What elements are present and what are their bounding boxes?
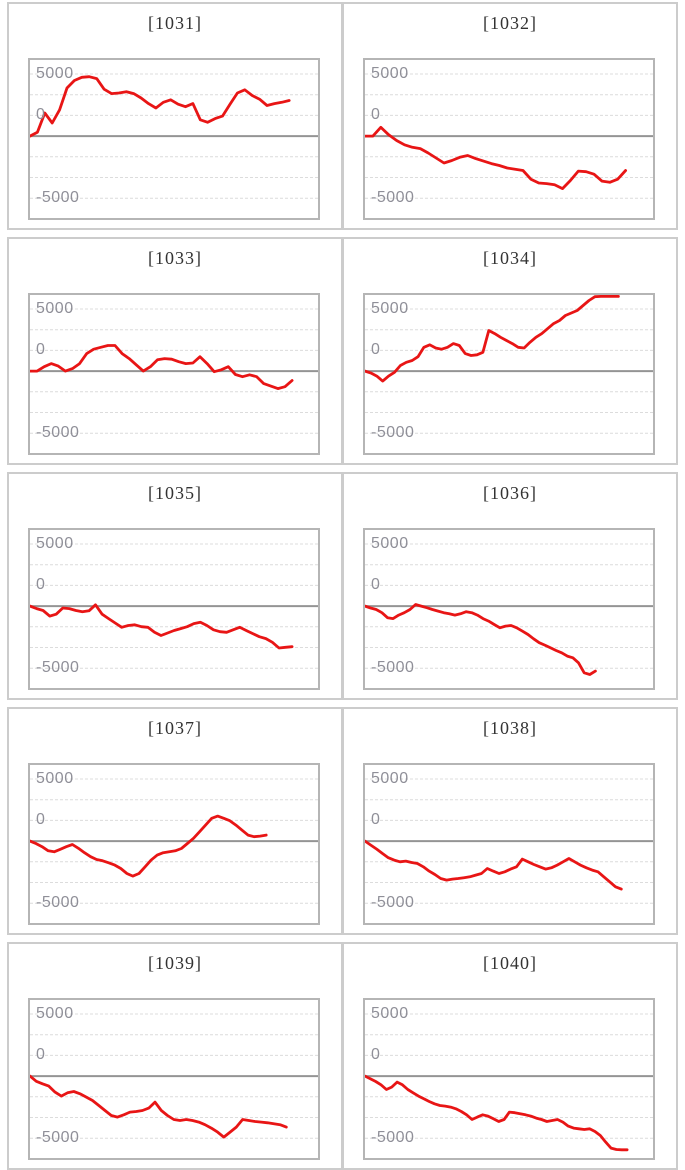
chart-title: [1040] <box>483 953 537 973</box>
plot-area: 5000 0 -5000 <box>363 998 655 1160</box>
y-tick-label-0: 0 <box>371 106 381 123</box>
series-line <box>30 75 291 138</box>
y-tick-label-neg5000: -5000 <box>371 424 415 441</box>
y-tick-label-5000: 5000 <box>371 770 409 787</box>
plot-area: 5000 0 -5000 <box>363 293 655 455</box>
chart-title: [1031] <box>148 13 202 33</box>
series-line <box>30 814 268 878</box>
plot-area: 5000 0 -5000 <box>363 763 655 925</box>
plot-area: 5000 0 -5000 <box>28 293 320 455</box>
y-tick-label-0: 0 <box>371 341 381 358</box>
chart-panel: [1033] 5000 0 -5000 <box>9 239 341 463</box>
y-tick-label-0: 0 <box>36 1046 46 1063</box>
chart-title: [1035] <box>148 483 202 503</box>
y-tick-label-5000: 5000 <box>36 1005 74 1022</box>
chart-panel: [1031] 5000 0 -5000 <box>9 4 341 228</box>
chart-panel: [1034] 5000 0 -5000 <box>341 239 676 463</box>
chart-panel: [1035] 5000 0 -5000 <box>9 474 341 698</box>
chart-title: [1033] <box>148 248 202 268</box>
plot-area: 5000 0 -5000 <box>28 58 320 220</box>
y-tick-label-5000: 5000 <box>371 535 409 552</box>
chart-canvas <box>30 308 318 434</box>
plot-area: 5000 0 -5000 <box>363 58 655 220</box>
chart-title: [1038] <box>483 718 537 738</box>
chart-canvas <box>365 73 653 199</box>
y-tick-label-5000: 5000 <box>36 535 74 552</box>
chart-panel: [1032] 5000 0 -5000 <box>341 4 676 228</box>
y-tick-label-0: 0 <box>36 341 46 358</box>
series-line <box>30 603 294 650</box>
y-tick-label-5000: 5000 <box>36 770 74 787</box>
y-tick-label-0: 0 <box>36 811 46 828</box>
plot-area: 5000 0 -5000 <box>363 528 655 690</box>
chart-row: [1033] 5000 0 -5000 [1034] 5000 0 -5000 <box>7 237 678 465</box>
series-line <box>365 1074 629 1152</box>
chart-row: [1037] 5000 0 -5000 [1038] 5000 0 -5000 <box>7 707 678 935</box>
y-tick-label-0: 0 <box>371 1046 381 1063</box>
y-tick-label-5000: 5000 <box>36 65 74 82</box>
chart-title: [1034] <box>483 248 537 268</box>
series-line <box>365 839 623 891</box>
series-line <box>30 1074 288 1139</box>
y-tick-label-neg5000: -5000 <box>36 1129 80 1146</box>
y-tick-label-5000: 5000 <box>36 300 74 317</box>
chart-title: [1037] <box>148 718 202 738</box>
chart-canvas <box>365 778 653 904</box>
y-tick-label-neg5000: -5000 <box>371 1129 415 1146</box>
chart-canvas <box>365 295 653 434</box>
chart-title: [1036] <box>483 483 537 503</box>
plot-area: 5000 0 -5000 <box>28 528 320 690</box>
chart-canvas <box>30 73 318 199</box>
chart-row: [1039] 5000 0 -5000 [1040] 5000 0 -5000 <box>7 942 678 1170</box>
chart-canvas <box>365 543 653 676</box>
y-tick-label-5000: 5000 <box>371 65 409 82</box>
plot-area: 5000 0 -5000 <box>28 998 320 1160</box>
plot-area: 5000 0 -5000 <box>28 763 320 925</box>
y-tick-label-neg5000: -5000 <box>36 894 80 911</box>
y-tick-label-5000: 5000 <box>371 1005 409 1022</box>
y-tick-label-neg5000: -5000 <box>371 659 415 676</box>
y-tick-label-neg5000: -5000 <box>36 659 80 676</box>
chart-canvas <box>30 1013 318 1139</box>
series-line <box>365 603 597 676</box>
chart-panel: [1038] 5000 0 -5000 <box>341 709 676 933</box>
y-tick-label-neg5000: -5000 <box>371 189 415 206</box>
chart-title: [1039] <box>148 953 202 973</box>
chart-row: [1031] 5000 0 -5000 [1032] 5000 0 -5000 <box>7 2 678 230</box>
y-tick-label-neg5000: -5000 <box>36 424 80 441</box>
series-line <box>365 295 620 383</box>
y-tick-label-0: 0 <box>371 576 381 593</box>
chart-title: [1032] <box>483 13 537 33</box>
y-tick-label-0: 0 <box>36 106 46 123</box>
chart-panel: [1037] 5000 0 -5000 <box>9 709 341 933</box>
y-tick-label-0: 0 <box>36 576 46 593</box>
y-tick-label-5000: 5000 <box>371 300 409 317</box>
series-line <box>365 125 628 191</box>
chart-row: [1035] 5000 0 -5000 [1036] 5000 0 -5000 <box>7 472 678 700</box>
chart-canvas <box>365 1013 653 1152</box>
chart-panel: [1039] 5000 0 -5000 <box>9 944 341 1168</box>
series-line <box>30 344 294 390</box>
chart-canvas <box>30 543 318 669</box>
chart-canvas <box>30 778 318 904</box>
y-tick-label-neg5000: -5000 <box>371 894 415 911</box>
chart-panel: [1040] 5000 0 -5000 <box>341 944 676 1168</box>
y-tick-label-neg5000: -5000 <box>36 189 80 206</box>
chart-panel: [1036] 5000 0 -5000 <box>341 474 676 698</box>
y-tick-label-0: 0 <box>371 811 381 828</box>
